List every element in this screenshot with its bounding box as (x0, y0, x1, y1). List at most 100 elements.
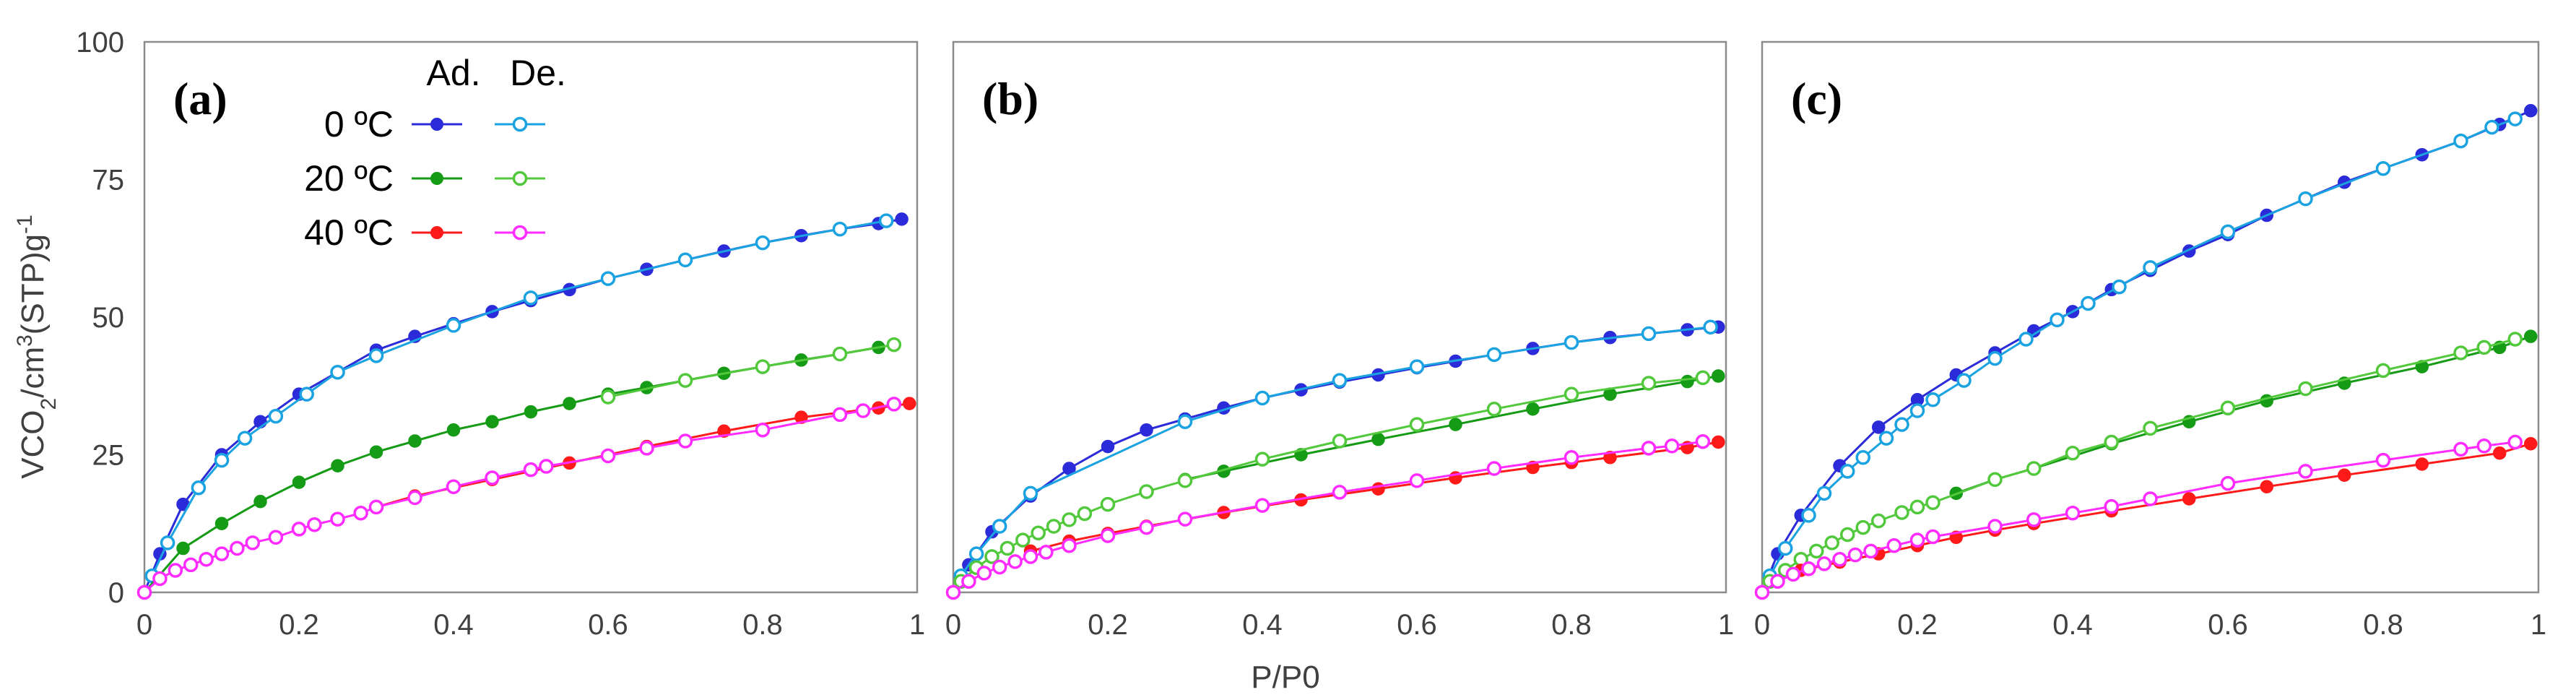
data-point (1100, 496, 1116, 512)
data-point (2182, 492, 2196, 506)
data-point (2338, 468, 2351, 482)
data-point (1140, 423, 1153, 437)
data-point (1007, 554, 1023, 569)
data-point (2065, 445, 2081, 461)
data-point (1872, 420, 1886, 434)
data-point (1770, 574, 1785, 589)
legend-ad-marker (430, 172, 443, 185)
data-point (2026, 461, 2042, 476)
legend-ad-marker (430, 118, 443, 131)
data-point (2220, 400, 2236, 415)
series-40-c-de- (1754, 434, 2523, 600)
data-point (878, 213, 894, 228)
data-point (2493, 446, 2507, 460)
data-point (677, 373, 693, 388)
data-point (2143, 420, 2158, 436)
data-point (1526, 402, 1540, 416)
data-point (1925, 495, 1940, 511)
legend-rows: 0 ºC 20 ºC 40 ºC (304, 104, 545, 253)
data-point (1371, 482, 1385, 496)
data-point (1038, 545, 1054, 560)
data-point (407, 490, 422, 506)
data-point (1816, 556, 1832, 571)
data-point (1177, 414, 1193, 430)
panel-label: (a) (173, 73, 227, 124)
legend-ad-header: Ad. (426, 53, 480, 93)
data-point (2220, 475, 2236, 491)
data-point (524, 405, 538, 419)
data-point (677, 433, 693, 449)
data-point (2065, 506, 2081, 521)
data-point (1564, 386, 1579, 402)
data-point (368, 348, 384, 363)
legend-label: 40 ºC (304, 212, 394, 253)
data-point (1031, 525, 1046, 540)
series-40-c-de- (945, 433, 1711, 600)
data-point (563, 397, 576, 410)
data-point (2050, 312, 2065, 328)
data-point (1840, 464, 1855, 479)
data-point (755, 359, 771, 374)
y-axis-label: VCO2/cm3(STP)g-1 (13, 215, 61, 479)
data-point (2415, 457, 2429, 471)
panel-label: (b) (982, 73, 1038, 124)
data-point (1023, 485, 1038, 501)
data-point (968, 546, 984, 561)
series-20-c-de- (1762, 332, 2523, 589)
data-point (214, 517, 229, 530)
series-line (151, 220, 887, 576)
data-point (1641, 441, 1657, 456)
data-point (2375, 161, 2391, 176)
y-tick-label: 0 (108, 577, 124, 609)
data-point (2476, 438, 2492, 454)
series-line (1761, 441, 2515, 594)
data-point (1177, 473, 1193, 488)
data-point (1332, 433, 1348, 449)
x-tick-label: 0.4 (1242, 609, 1283, 641)
series-20-c-de- (953, 370, 1711, 589)
data-point (600, 271, 616, 286)
data-point (1664, 438, 1680, 454)
data-point (1801, 508, 1816, 523)
data-point (992, 519, 1007, 534)
legend-de-marker (512, 170, 528, 186)
data-point (2220, 224, 2236, 240)
x-axis-label: P/P0 (1251, 660, 1319, 695)
data-point (1847, 547, 1863, 563)
data-point (136, 584, 152, 600)
data-point (253, 495, 267, 509)
data-point (832, 346, 848, 362)
data-point (1840, 527, 1855, 543)
panel-label: (c) (1791, 73, 1842, 124)
data-point (1139, 519, 1154, 535)
data-point (2112, 279, 2127, 295)
data-point (1100, 528, 1116, 543)
legend-row: 40 ºC (304, 212, 545, 253)
data-point (214, 452, 230, 468)
x-tick-label: 0.8 (2363, 609, 2403, 641)
data-point (1871, 513, 1886, 529)
data-point (1254, 390, 1270, 406)
legend-row: 0 ºC (324, 104, 545, 144)
data-point (176, 541, 190, 556)
data-point (886, 337, 902, 353)
data-point (1681, 374, 1694, 389)
data-point (1956, 373, 1972, 388)
data-point (268, 530, 284, 545)
data-point (1824, 535, 1839, 550)
x-tick-label: 0.2 (279, 609, 319, 641)
data-point (2298, 464, 2313, 479)
panel-2: 0 0.2 0.4 0.6 0.8 1 (b) (945, 40, 1734, 641)
data-point (2081, 295, 2096, 311)
data-point (539, 459, 554, 474)
data-point (237, 431, 253, 446)
data-point (446, 318, 461, 333)
data-point (2476, 340, 2492, 355)
data-point (999, 540, 1015, 556)
data-point (1062, 537, 1077, 553)
y-tick-label: 100 (76, 27, 124, 59)
plot-frame (143, 40, 919, 594)
data-point (1641, 376, 1657, 391)
data-point (1987, 519, 2003, 534)
